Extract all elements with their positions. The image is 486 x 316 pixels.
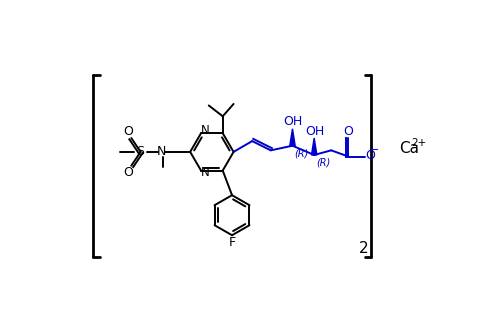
Text: O: O bbox=[365, 149, 375, 162]
Text: O: O bbox=[123, 125, 133, 137]
Text: S: S bbox=[137, 145, 144, 158]
Text: O: O bbox=[343, 125, 353, 138]
Text: OH: OH bbox=[305, 125, 325, 137]
Polygon shape bbox=[290, 129, 295, 146]
Text: F: F bbox=[228, 236, 236, 249]
Text: N: N bbox=[201, 125, 209, 137]
Text: Ca: Ca bbox=[399, 141, 419, 156]
Text: (R): (R) bbox=[316, 158, 330, 168]
Text: −: − bbox=[370, 145, 379, 155]
Polygon shape bbox=[312, 138, 317, 155]
Text: (R): (R) bbox=[295, 149, 309, 158]
Text: 2+: 2+ bbox=[411, 138, 426, 148]
Text: N: N bbox=[201, 166, 209, 179]
Text: OH: OH bbox=[284, 115, 303, 128]
Text: 2: 2 bbox=[359, 241, 368, 256]
Text: O: O bbox=[123, 166, 133, 179]
Text: N: N bbox=[157, 145, 166, 158]
